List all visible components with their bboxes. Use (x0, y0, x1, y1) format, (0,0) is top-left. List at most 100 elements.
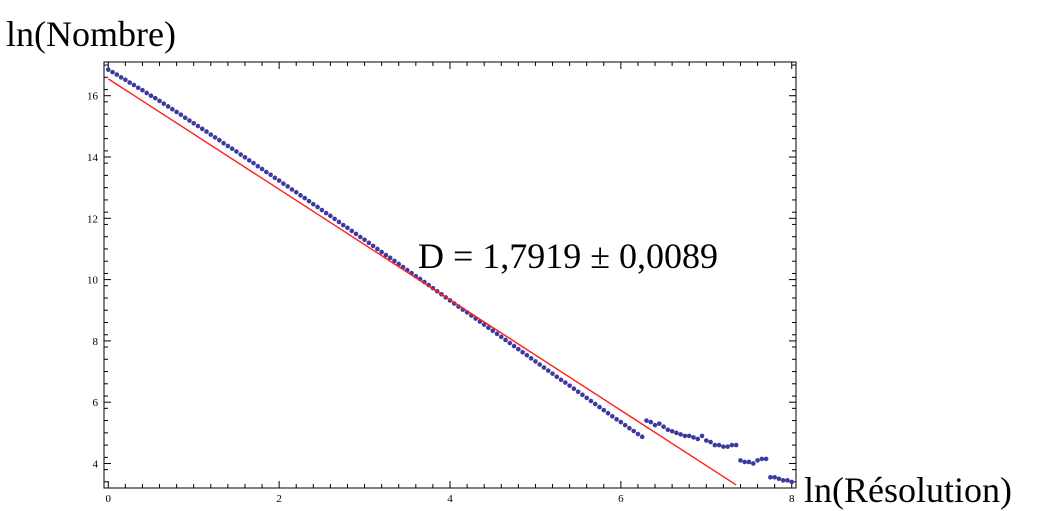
data-point (627, 425, 632, 431)
data-point (494, 331, 500, 337)
data-point (204, 129, 209, 134)
data-point (575, 389, 581, 395)
data-point (648, 419, 654, 425)
data-point (357, 234, 363, 240)
data-point (366, 240, 372, 246)
data-point (118, 75, 124, 80)
data-point (507, 340, 513, 346)
data-point (332, 216, 337, 222)
plot-frame (103, 61, 797, 489)
data-point (396, 261, 402, 267)
y-tick-label: 8 (93, 336, 99, 348)
data-point (742, 459, 748, 465)
data-point (229, 146, 235, 152)
x-tick-label: 2 (276, 493, 282, 505)
data-point (533, 359, 538, 364)
data-point (750, 461, 756, 466)
data-point (759, 456, 765, 462)
data-point (661, 424, 666, 430)
y-tick-label: 16 (87, 91, 99, 103)
y-tick-label: 10 (87, 275, 99, 287)
data-point (276, 178, 282, 183)
data-point (567, 383, 572, 388)
data-point (554, 374, 560, 380)
data-point (537, 362, 543, 367)
data-point (699, 433, 705, 439)
data-point (182, 115, 188, 121)
data-point (605, 410, 611, 416)
data-point (383, 252, 389, 258)
data-point (328, 213, 333, 219)
x-axis-title: ln(Résolution) (804, 470, 1012, 510)
data-point (635, 431, 641, 437)
data-point (323, 210, 329, 216)
data-point (105, 67, 111, 72)
data-point (225, 143, 231, 149)
data-point (691, 435, 696, 440)
data-point (558, 377, 564, 383)
data-point (319, 207, 325, 213)
fit-line (107, 78, 737, 486)
y-tick-label: 4 (93, 458, 99, 470)
data-point (780, 478, 786, 483)
data-point (610, 413, 615, 419)
data-point (387, 255, 393, 261)
data-point (345, 225, 350, 231)
data-point (242, 155, 248, 160)
data-point (490, 328, 496, 334)
data-point (644, 418, 649, 423)
x-tick-label: 8 (789, 493, 795, 505)
data-point (178, 112, 184, 118)
data-point (375, 246, 380, 252)
data-point (674, 430, 679, 436)
data-point (281, 181, 286, 186)
data-point (738, 458, 743, 463)
data-point (503, 337, 508, 343)
data-point (298, 193, 303, 198)
y-axis-title: ln(Nombre) (6, 14, 176, 54)
data-point (251, 160, 256, 166)
data-point (306, 198, 312, 204)
data-point (246, 158, 252, 163)
data-point (563, 380, 568, 385)
data-point (315, 204, 320, 210)
data-point (716, 442, 722, 448)
data-point (545, 368, 551, 373)
fit-line-group (107, 78, 737, 486)
y-tick-label: 6 (93, 397, 99, 409)
axis-ticks (104, 62, 796, 488)
data-point (592, 401, 598, 407)
data-point (272, 175, 278, 181)
data-point (708, 439, 713, 445)
data-point (639, 434, 645, 440)
data-point (195, 123, 201, 129)
data-point (285, 184, 290, 189)
data-point (528, 356, 534, 361)
data-point (165, 104, 171, 109)
data-point (127, 80, 132, 85)
data-point (516, 346, 521, 352)
plot-area (103, 61, 797, 489)
data-point (255, 163, 261, 169)
data-point (110, 69, 115, 75)
x-tick-label: 0 (106, 493, 112, 505)
data-point (772, 474, 777, 480)
data-point (191, 120, 197, 126)
data-point (161, 101, 167, 106)
data-point (588, 398, 594, 404)
x-tick-label: 6 (618, 493, 624, 505)
data-point (170, 106, 175, 112)
data-point (601, 407, 607, 413)
data-point (669, 429, 675, 434)
data-point (746, 459, 752, 465)
data-point (217, 137, 222, 143)
data-point (289, 187, 295, 192)
data-point (695, 436, 701, 442)
data-point (486, 325, 491, 331)
data-point (293, 189, 299, 195)
data-point (208, 132, 214, 137)
data-point (550, 371, 555, 376)
data-point (776, 476, 782, 482)
